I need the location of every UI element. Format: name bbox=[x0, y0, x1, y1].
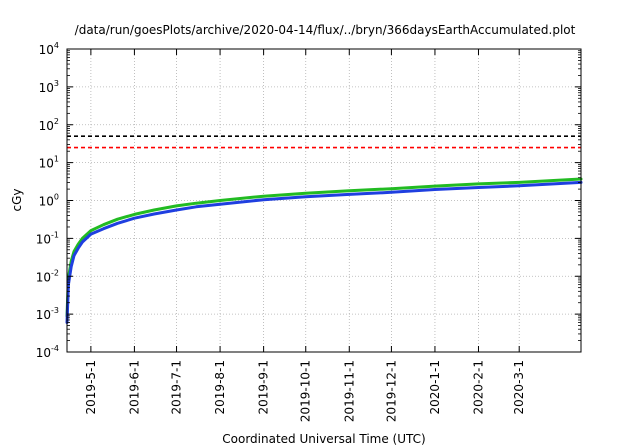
y-tick-label: 10-1 bbox=[36, 230, 59, 246]
x-tick-label: 2019-12-1 bbox=[384, 360, 398, 422]
x-tick-label: 2020-1-1 bbox=[428, 360, 442, 414]
chart-title: /data/run/goesPlots/archive/2020-04-14/f… bbox=[75, 23, 576, 37]
grid-layer bbox=[67, 49, 581, 352]
series-layer bbox=[65, 177, 583, 324]
y-tick-label: 10-4 bbox=[36, 344, 59, 360]
y-tick-label: 102 bbox=[39, 117, 59, 133]
plot-frame bbox=[66, 48, 582, 353]
x-axis: 2019-5-1 2019-6-1 2019-7-1 2019-8-1 2019-9-1… bbox=[84, 49, 526, 422]
x-tick-label: 2019-9-1 bbox=[257, 360, 271, 414]
x-tick-label: 2019-8-1 bbox=[213, 360, 227, 414]
series-line bbox=[65, 177, 583, 318]
x-axis-label: Coordinated Universal Time (UTC) bbox=[222, 432, 425, 446]
x-tick-label: 2020-2-1 bbox=[471, 360, 485, 414]
y-tick-label: 101 bbox=[39, 155, 59, 171]
y-tick-label: 103 bbox=[39, 79, 59, 95]
y-tick-label: 104 bbox=[39, 41, 59, 57]
x-tick-label: 2019-10-1 bbox=[299, 360, 313, 422]
x-tick-label: 2019-11-1 bbox=[342, 360, 356, 422]
y-tick-label: 100 bbox=[39, 193, 59, 209]
x-tick-label: 2019-5-1 bbox=[84, 360, 98, 414]
x-tick-label: 2019-7-1 bbox=[170, 360, 184, 414]
x-tick-label: 2020-3-1 bbox=[512, 360, 526, 414]
reference-lines bbox=[67, 135, 581, 149]
y-axis-label: cGy bbox=[10, 189, 24, 212]
series-line bbox=[65, 180, 583, 324]
y-tick-label: 10-3 bbox=[36, 306, 59, 322]
y-axis: 10-4 10-3 10-2 10-1 100 101 102 103 104 bbox=[36, 41, 581, 360]
y-tick-label: 10-2 bbox=[36, 268, 59, 284]
x-tick-label: 2019-6-1 bbox=[127, 360, 141, 414]
